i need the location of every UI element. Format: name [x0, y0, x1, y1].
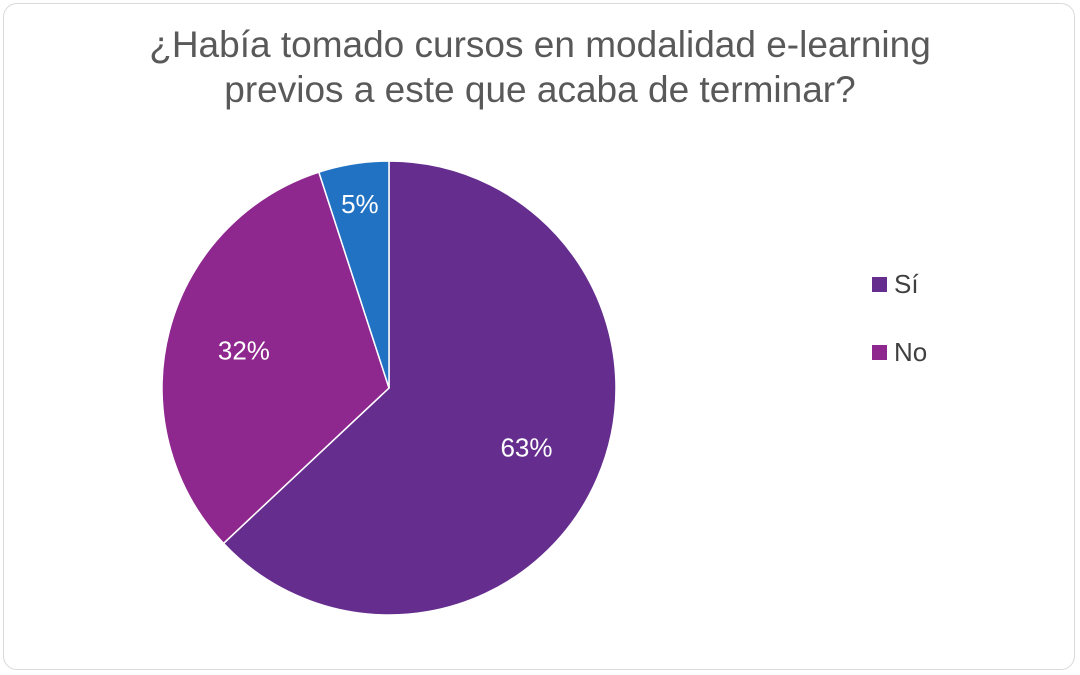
chart-title-line-1: ¿Había tomado cursos en modalidad e-lear… [149, 24, 931, 65]
data-label: 32% [218, 336, 270, 366]
legend: Sí No [872, 266, 927, 402]
data-label: 5% [341, 189, 379, 219]
legend-item: Sí [872, 266, 927, 302]
chart-title-line-2: previos a este que acaba de terminar? [224, 69, 856, 110]
legend-label: No [894, 336, 928, 367]
legend-swatch [872, 344, 887, 360]
pie-slice-si [222, 160, 617, 616]
pie-data-labels: 63% 32% 5% [218, 189, 553, 462]
chart-title: ¿Había tomado cursos en modalidad e-lear… [0, 22, 1080, 112]
legend-item: No [872, 334, 927, 370]
pie-slices [161, 160, 617, 616]
pie-slice-no [161, 171, 390, 545]
legend-swatch [872, 276, 887, 292]
data-label: 63% [500, 433, 552, 463]
pie-slice-other-2 [317, 160, 390, 389]
legend-label: Sí [894, 268, 919, 299]
